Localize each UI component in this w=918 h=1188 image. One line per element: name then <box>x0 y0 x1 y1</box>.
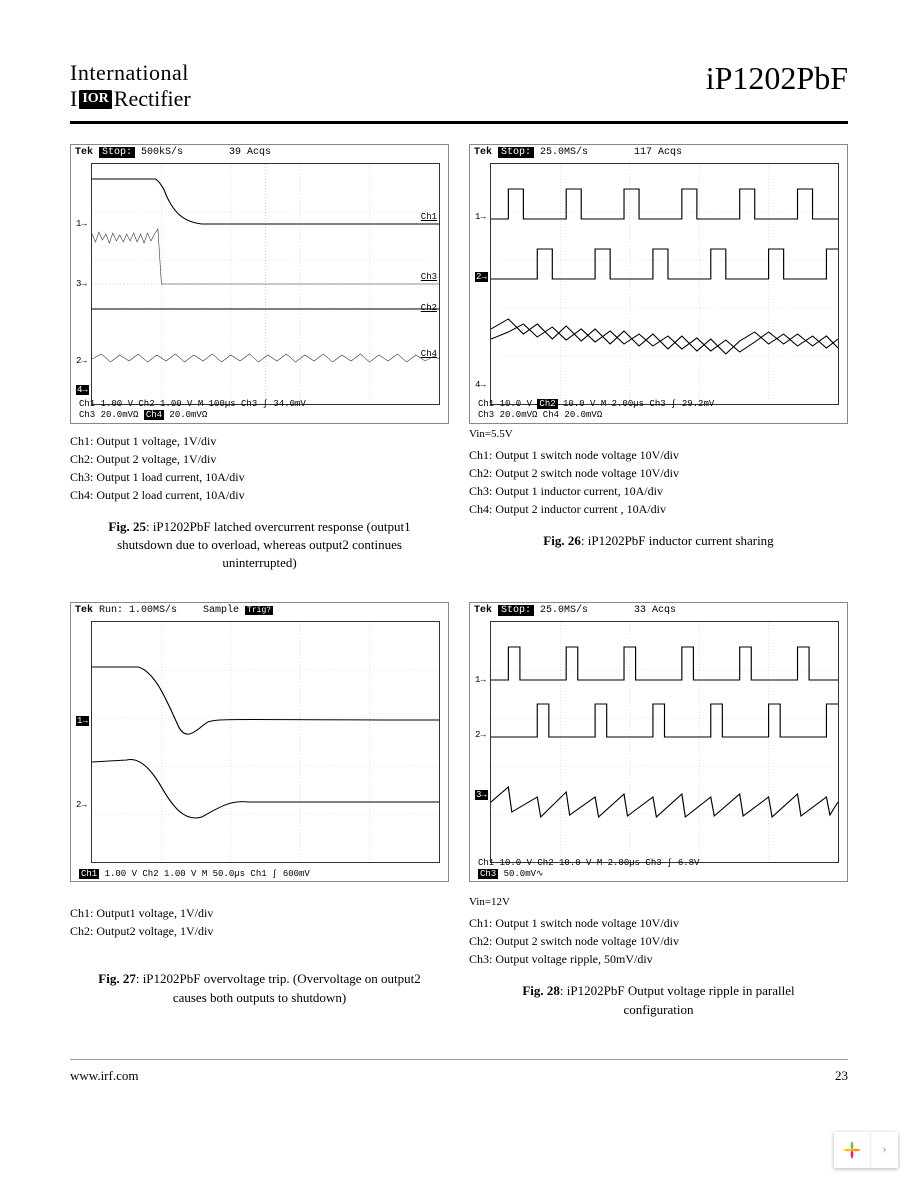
scope-header: Tek Stop: 25.0MS/s 117 Acqs <box>470 145 847 160</box>
scope-plot: 1→ 3→ 2→ 4→ Ch1 Ch3 Ch2 Ch4 <box>91 163 440 405</box>
scope-footer: Ch1 1.00 V Ch2 1.00 V M 100µs Ch3 ∫ 34.0… <box>75 398 444 422</box>
channel-descriptions: Ch1: Output 1 voltage, 1V/div Ch2: Outpu… <box>70 432 449 504</box>
figure-25: Tek Stop: 500kS/s 39 Acqs 1→ 3→ 2→ 4→ Ch… <box>70 144 449 573</box>
channel-descriptions: Ch1: Output 1 switch node voltage 10V/di… <box>469 914 848 968</box>
channel-descriptions: Ch1: Output 1 switch node voltage 10V/di… <box>469 446 848 518</box>
figure-26: Tek Stop: 25.0MS/s 117 Acqs 1→ 2→ 4→ <box>469 144 848 573</box>
ior-badge: IOR <box>79 90 111 109</box>
company-logo: International IIORRectifier <box>70 60 191 113</box>
scope-footer: Ch1 1.00 V Ch2 1.00 V M 50.0µs Ch1 ∫ 600… <box>75 868 444 881</box>
figure-caption: Fig. 28: iP1202PbF Output voltage ripple… <box>469 982 848 1018</box>
scope-screen-27: Tek Run: 1.00MS/s Sample Trig? 1→ 2→ <box>70 602 449 882</box>
scope-screen-28: Tek Stop: 25.0MS/s 33 Acqs 1→ 2→ 3→ <box>469 602 848 882</box>
page-header: International IIORRectifier iP1202PbF <box>70 60 848 124</box>
scope-header: Tek Run: 1.00MS/s Sample Trig? <box>71 603 448 618</box>
logo-text-line1: International <box>70 60 191 86</box>
figure-caption: Fig. 26: iP1202PbF inductor current shar… <box>469 532 848 550</box>
figure-28: Tek Stop: 25.0MS/s 33 Acqs 1→ 2→ 3→ <box>469 602 848 1018</box>
scope-footer: Ch1 10.0 V Ch2 10.0 V M 2.00µs Ch3 ∫ 29.… <box>474 398 843 422</box>
scope-plot: 1→ 2→ 4→ <box>490 163 839 405</box>
vin-note: Vin=12V <box>469 896 848 908</box>
scope-footer: Ch1 10.0 V Ch2 10.0 V M 2.00µs Ch3 ∫ 6.8… <box>474 857 843 881</box>
figure-caption: Fig. 27: iP1202PbF overvoltage trip. (Ov… <box>70 970 449 1006</box>
figures-grid: Tek Stop: 500kS/s 39 Acqs 1→ 3→ 2→ 4→ Ch… <box>70 144 848 1019</box>
page-footer: www.irf.com 23 <box>70 1059 848 1084</box>
chevron-right-icon[interactable]: › <box>870 1132 898 1168</box>
scope-screen-25: Tek Stop: 500kS/s 39 Acqs 1→ 3→ 2→ 4→ Ch… <box>70 144 449 424</box>
scope-plot: 1→ 2→ <box>91 621 440 863</box>
vin-note: Vin=5.5V <box>469 428 848 440</box>
corner-widget[interactable]: › <box>834 1132 898 1168</box>
scope-plot: 1→ 2→ 3→ <box>490 621 839 863</box>
channel-descriptions: Ch1: Output1 voltage, 1V/div Ch2: Output… <box>70 904 449 940</box>
page-number: 23 <box>835 1068 848 1084</box>
figure-caption: Fig. 25: iP1202PbF latched overcurrent r… <box>70 518 449 573</box>
footer-url: www.irf.com <box>70 1068 138 1084</box>
scope-header: Tek Stop: 500kS/s 39 Acqs <box>71 145 448 160</box>
scope-screen-26: Tek Stop: 25.0MS/s 117 Acqs 1→ 2→ 4→ <box>469 144 848 424</box>
flower-icon[interactable] <box>834 1132 870 1168</box>
part-number-title: iP1202PbF <box>706 60 848 97</box>
logo-text-line2: IIORRectifier <box>70 86 191 112</box>
scope-header: Tek Stop: 25.0MS/s 33 Acqs <box>470 603 847 618</box>
figure-27: Tek Run: 1.00MS/s Sample Trig? 1→ 2→ <box>70 602 449 1018</box>
